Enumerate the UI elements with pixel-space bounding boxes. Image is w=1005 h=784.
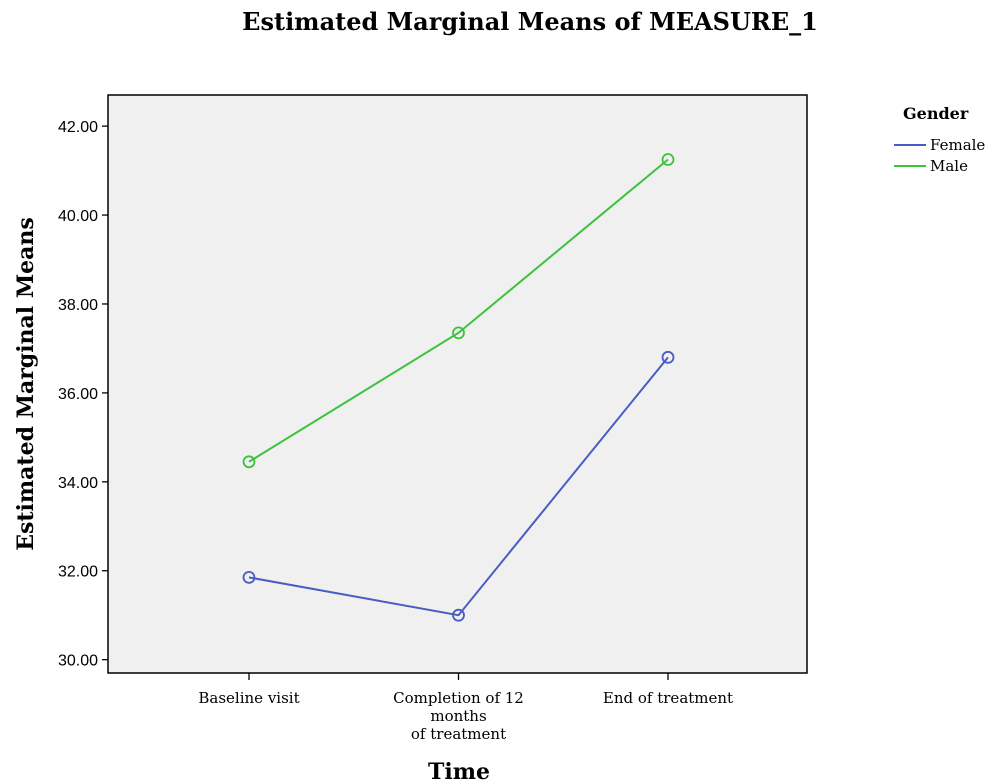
y-tick-label: 30.00 [58, 653, 98, 670]
plot-area [107, 94, 808, 674]
data-point-male [661, 153, 675, 166]
data-point-female [452, 608, 465, 622]
y-tick-label: 40.00 [58, 208, 98, 225]
x-axis-title: Time [428, 759, 490, 784]
legend: Gender Female Male [894, 104, 985, 175]
legend-label-male: Male [930, 157, 968, 175]
y-tick-label: 42.00 [58, 119, 98, 136]
x-tick-label: Baseline visit [198, 689, 299, 707]
series-layer [242, 153, 675, 622]
y-tick-label: 34.00 [58, 475, 98, 492]
data-point-male [242, 455, 256, 469]
chart-title: Estimated Marginal Means of MEASURE_1 [242, 7, 818, 36]
x-tick-label: End of treatment [603, 689, 733, 707]
y-tick-label: 36.00 [58, 386, 98, 403]
legend-title: Gender [903, 104, 969, 123]
x-tick-label: Completion of 12 months of treatment [393, 689, 524, 743]
legend-label-female: Female [930, 136, 985, 154]
data-point-female [661, 350, 675, 364]
series-line-male [248, 158, 669, 463]
y-tick-label: 32.00 [58, 564, 98, 581]
y-axis: 30.00 32.00 34.00 36.00 38.00 40.00 42.00 [58, 119, 108, 670]
series-line-female [248, 356, 669, 617]
y-tick-label: 38.00 [58, 297, 98, 314]
data-point-male [452, 326, 465, 340]
x-axis: Baseline visit Completion of 12 months of t… [198, 673, 733, 743]
data-point-female [242, 571, 256, 584]
y-axis-title: Estimated Marginal Means [13, 217, 39, 551]
